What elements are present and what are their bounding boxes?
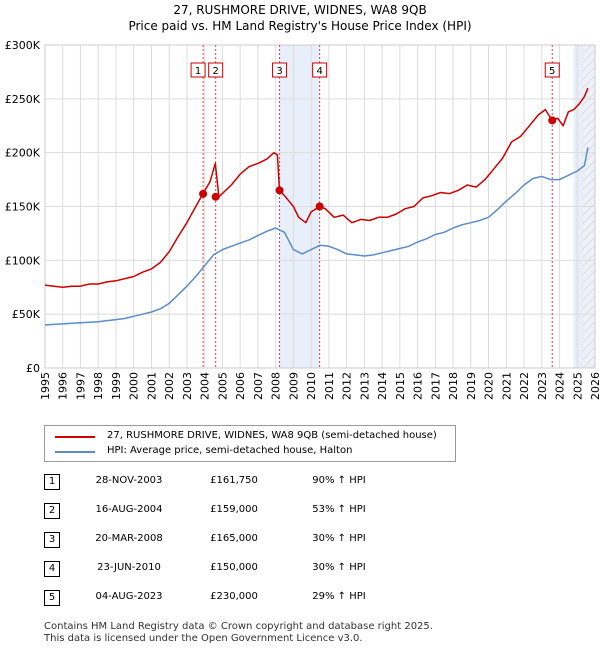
x-tick-label: 2023 (536, 372, 549, 400)
chart-subtitle: Price paid vs. HM Land Registry's House … (128, 19, 472, 33)
sale-marker-label: 2 (212, 66, 218, 77)
x-tick-label: 2025 (571, 372, 584, 400)
legend-swatch-property (55, 436, 95, 438)
x-tick-label: 2022 (518, 372, 531, 400)
sale-price: £159,000 (210, 504, 258, 515)
sale-number: 3 (44, 532, 60, 548)
footer-licence: This data is licensed under the Open Gov… (44, 633, 363, 644)
legend: 27, RUSHMORE DRIVE, WIDNES, WA8 9QB (sem… (44, 425, 456, 462)
property-price-line (44, 87, 589, 289)
sale-marker-label: 4 (316, 66, 322, 77)
x-tick-label: 2004 (199, 372, 212, 400)
hpi-line (44, 147, 589, 326)
x-tick-label: 2018 (447, 372, 460, 400)
x-tick-label: 2014 (376, 372, 389, 400)
sale-hpi-change: 29% ↑ HPI (312, 591, 366, 602)
sale-marker-label: 1 (195, 66, 201, 77)
sale-marker-box (208, 62, 224, 78)
table-row: 1 28-NOV-2003 £161,750 90% ↑ HPI (44, 474, 564, 503)
x-tick-label: 2000 (128, 372, 141, 400)
sale-marker-box (312, 62, 328, 78)
table-row: 5 04-AUG-2023 £230,000 29% ↑ HPI (44, 590, 564, 619)
x-tick-label: 2026 (589, 372, 600, 400)
sale-date: 04-AUG-2023 (95, 591, 163, 602)
legend-label-property: 27, RUSHMORE DRIVE, WIDNES, WA8 9QB (sem… (107, 430, 437, 441)
y-tick-label: £150K (5, 201, 41, 214)
x-tick-label: 1998 (92, 372, 105, 400)
x-tick-label: 1997 (74, 372, 87, 400)
sale-hpi-change: 30% ↑ HPI (312, 562, 366, 573)
x-tick-label: 2010 (305, 372, 318, 400)
chart-title: 27, RUSHMORE DRIVE, WIDNES, WA8 9QB (173, 3, 427, 17)
sale-price: £150,000 (210, 562, 258, 573)
x-tick-label: 1999 (110, 372, 123, 400)
x-tick-label: 2021 (500, 372, 513, 400)
x-tick-label: 2012 (341, 372, 354, 400)
table-row: 3 20-MAR-2008 £165,000 30% ↑ HPI (44, 532, 564, 561)
sale-marker-label: 5 (549, 66, 555, 77)
x-tick-label: 2001 (145, 372, 158, 400)
x-tick-label: 2009 (287, 372, 300, 400)
footer-copyright: Contains HM Land Registry data © Crown c… (44, 621, 433, 632)
sale-number: 4 (44, 561, 60, 577)
footer: Contains HM Land Registry data © Crown c… (44, 621, 433, 645)
y-tick-label: £300K (5, 39, 41, 52)
x-tick-label: 2019 (465, 372, 478, 400)
sale-date: 28-NOV-2003 (95, 475, 163, 486)
sale-number: 1 (44, 474, 60, 490)
x-tick-label: 2007 (252, 372, 265, 400)
sale-marker-label: 3 (276, 66, 282, 77)
x-tick-label: 2013 (358, 372, 371, 400)
x-tick-label: 2015 (394, 372, 407, 400)
x-tick-label: 2017 (429, 372, 442, 400)
y-tick-label: £250K (5, 93, 41, 106)
y-tick-label: £100K (5, 254, 41, 267)
sale-marker-box (190, 62, 206, 78)
sale-marker-box (544, 62, 560, 78)
y-tick-label: £0 (26, 362, 40, 375)
sale-hpi-change: 90% ↑ HPI (312, 475, 366, 486)
sale-date: 23-JUN-2010 (97, 562, 161, 573)
sale-point (211, 192, 220, 201)
y-tick-label: £200K (5, 147, 41, 160)
legend-swatch-hpi (55, 451, 95, 453)
table-row: 4 23-JUN-2010 £150,000 30% ↑ HPI (44, 561, 564, 590)
x-tick-label: 2008 (270, 372, 283, 400)
x-tick-label: 2003 (181, 372, 194, 400)
x-tick-label: 2002 (163, 372, 176, 400)
legend-label-hpi: HPI: Average price, semi-detached house,… (107, 445, 353, 456)
sale-date: 16-AUG-2004 (95, 504, 163, 515)
sale-point (275, 186, 284, 195)
x-tick-label: 2020 (483, 372, 496, 400)
sale-point (199, 189, 208, 198)
sale-price: £230,000 (210, 591, 258, 602)
sale-number: 2 (44, 503, 60, 519)
sales-table: 1 28-NOV-2003 £161,750 90% ↑ HPI 2 16-AU… (44, 474, 564, 619)
sale-marker-box (272, 62, 288, 78)
x-tick-label: 2011 (323, 372, 336, 400)
sale-hpi-change: 53% ↑ HPI (312, 504, 366, 515)
x-tick-label: 2016 (412, 372, 425, 400)
x-tick-label: 2024 (554, 372, 567, 400)
sale-price: £161,750 (210, 475, 258, 486)
x-tick-label: 2005 (216, 372, 229, 400)
sale-number: 5 (44, 590, 60, 606)
sale-date: 20-MAR-2008 (95, 533, 163, 544)
sale-hpi-change: 30% ↑ HPI (312, 533, 366, 544)
x-tick-label: 1996 (57, 372, 70, 400)
x-tick-label: 1995 (39, 372, 52, 400)
sale-point (315, 202, 324, 211)
table-row: 2 16-AUG-2004 £159,000 53% ↑ HPI (44, 503, 564, 532)
sale-point (548, 116, 557, 125)
y-tick-label: £50K (12, 308, 41, 321)
sale-price: £165,000 (210, 533, 258, 544)
x-tick-label: 2006 (234, 372, 247, 400)
price-chart: £0 £50K £100K £150K £200K £250K £300K 1995 1996 1… (5, 39, 600, 400)
